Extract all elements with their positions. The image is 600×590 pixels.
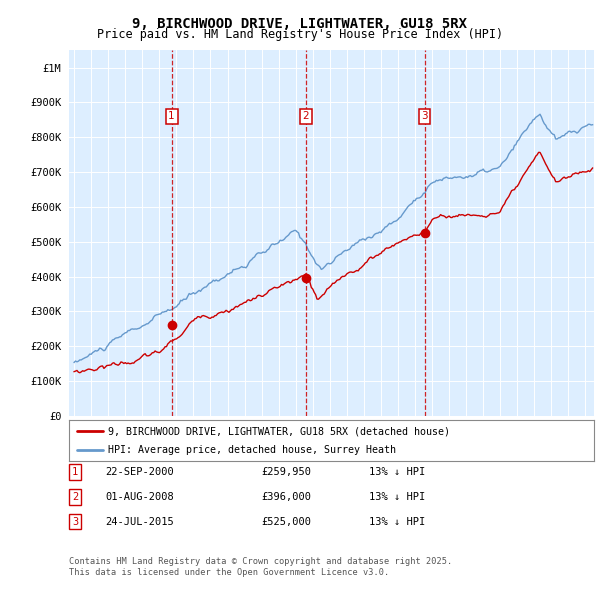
Text: 9, BIRCHWOOD DRIVE, LIGHTWATER, GU18 5RX: 9, BIRCHWOOD DRIVE, LIGHTWATER, GU18 5RX: [133, 17, 467, 31]
Text: 3: 3: [421, 112, 428, 122]
Text: 9, BIRCHWOOD DRIVE, LIGHTWATER, GU18 5RX (detached house): 9, BIRCHWOOD DRIVE, LIGHTWATER, GU18 5RX…: [109, 426, 451, 436]
Text: 1: 1: [169, 112, 175, 122]
Text: 13% ↓ HPI: 13% ↓ HPI: [369, 492, 425, 502]
Text: 2: 2: [72, 492, 78, 502]
Text: 13% ↓ HPI: 13% ↓ HPI: [369, 517, 425, 526]
Text: 2: 2: [302, 112, 309, 122]
Text: £525,000: £525,000: [261, 517, 311, 526]
Text: This data is licensed under the Open Government Licence v3.0.: This data is licensed under the Open Gov…: [69, 568, 389, 577]
Text: Price paid vs. HM Land Registry's House Price Index (HPI): Price paid vs. HM Land Registry's House …: [97, 28, 503, 41]
Text: HPI: Average price, detached house, Surrey Heath: HPI: Average price, detached house, Surr…: [109, 445, 397, 455]
Text: 22-SEP-2000: 22-SEP-2000: [105, 467, 174, 477]
Text: 3: 3: [72, 517, 78, 526]
Text: Contains HM Land Registry data © Crown copyright and database right 2025.: Contains HM Land Registry data © Crown c…: [69, 558, 452, 566]
Text: 24-JUL-2015: 24-JUL-2015: [105, 517, 174, 526]
Text: £259,950: £259,950: [261, 467, 311, 477]
Text: 1: 1: [72, 467, 78, 477]
Text: 01-AUG-2008: 01-AUG-2008: [105, 492, 174, 502]
Text: 13% ↓ HPI: 13% ↓ HPI: [369, 467, 425, 477]
Text: £396,000: £396,000: [261, 492, 311, 502]
